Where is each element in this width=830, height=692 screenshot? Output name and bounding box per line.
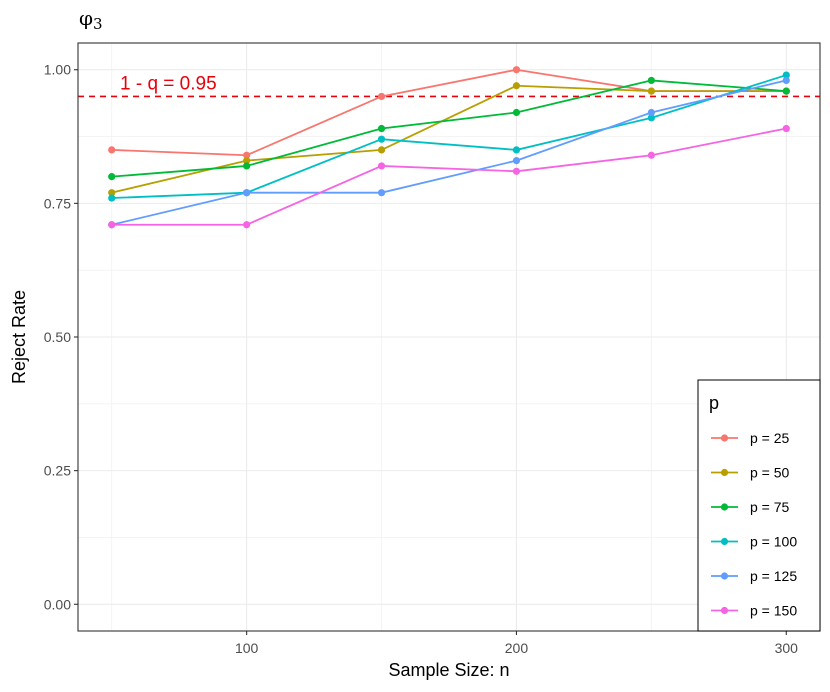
legend-label: p = 100 — [750, 534, 797, 550]
x-tick-label: 200 — [505, 640, 529, 656]
y-tick-label: 0.00 — [44, 596, 71, 612]
series-line — [111, 127, 787, 226]
data-point — [782, 87, 790, 95]
data-point — [512, 108, 521, 117]
series-line — [111, 79, 787, 226]
data-point — [243, 162, 251, 170]
legend-label: p = 125 — [750, 568, 797, 584]
legend-item: p = 125 — [711, 568, 797, 584]
legend-key-point — [720, 572, 729, 580]
data-point — [512, 66, 521, 74]
legend-item: p = 75 — [711, 499, 790, 515]
data-point — [647, 87, 655, 95]
data-point — [377, 124, 386, 133]
series-2 — [108, 76, 790, 181]
data-point — [108, 146, 116, 154]
legend-item: p = 100 — [711, 534, 797, 550]
data-point — [512, 146, 521, 154]
legend-box — [697, 379, 821, 632]
data-point — [782, 71, 790, 79]
series-group — [108, 66, 790, 229]
data-point — [647, 114, 655, 122]
y-tick-label: 0.25 — [44, 463, 71, 479]
data-point — [377, 189, 386, 197]
data-point — [108, 173, 116, 181]
y-tick-label: 1.00 — [44, 62, 71, 78]
data-point — [377, 162, 386, 170]
legend-label: p = 150 — [750, 603, 797, 619]
legend-item: p = 25 — [711, 430, 790, 446]
axes: 0.00 0.25 0.50 0.75 1.00 100 200 300 Sample Size… — [9, 62, 798, 680]
x-axis-title: Sample Size: n — [388, 660, 509, 680]
reference-line-label: 1 - q = 0.95 — [120, 73, 217, 94]
x-tick-label: 300 — [775, 640, 799, 656]
data-point — [512, 82, 521, 90]
data-point — [782, 124, 790, 133]
y-axis-title: Reject Rate — [9, 290, 29, 384]
legend-item: p = 50 — [711, 465, 790, 481]
series-4 — [108, 76, 790, 229]
series-line — [111, 84, 787, 194]
legend-title: p — [709, 393, 719, 413]
legend-key-point — [720, 606, 729, 615]
data-point — [512, 157, 521, 165]
legend-key-point — [720, 434, 729, 442]
legend-label: p = 75 — [750, 499, 790, 515]
data-point — [782, 76, 790, 85]
data-point — [512, 167, 521, 175]
legend-item: p = 150 — [711, 603, 797, 619]
legend-key-point — [720, 537, 729, 546]
series-line — [111, 74, 787, 199]
data-point — [243, 189, 251, 197]
legend-label: p = 25 — [750, 430, 790, 446]
data-point — [108, 221, 116, 229]
data-point — [647, 76, 655, 85]
data-point — [647, 151, 655, 159]
legend-key-point — [720, 468, 729, 477]
legend-key-point — [720, 503, 729, 511]
x-tick-label: 100 — [235, 640, 259, 656]
series-line — [111, 79, 787, 178]
legend: p p = 25 p = 50 p = 75 p = 100 p = 125 p = 150 — [697, 379, 821, 632]
reference-line-group: 1 - q = 0.95 — [78, 73, 820, 98]
series-1 — [108, 82, 790, 197]
data-point — [647, 108, 655, 117]
series-5 — [108, 124, 790, 229]
data-point — [108, 194, 116, 202]
data-point — [377, 135, 386, 143]
y-tick-label: 0.75 — [44, 195, 71, 211]
series-3 — [108, 71, 790, 202]
plot-title: φ3 — [79, 6, 103, 33]
y-tick-label: 0.50 — [44, 329, 71, 345]
data-point — [243, 151, 251, 159]
data-point — [243, 221, 251, 229]
data-point — [108, 189, 116, 197]
plot-title-text: φ3 — [79, 6, 103, 33]
data-point — [377, 146, 386, 154]
data-point — [243, 157, 251, 165]
data-point — [377, 92, 386, 101]
legend-label: p = 50 — [750, 465, 790, 481]
